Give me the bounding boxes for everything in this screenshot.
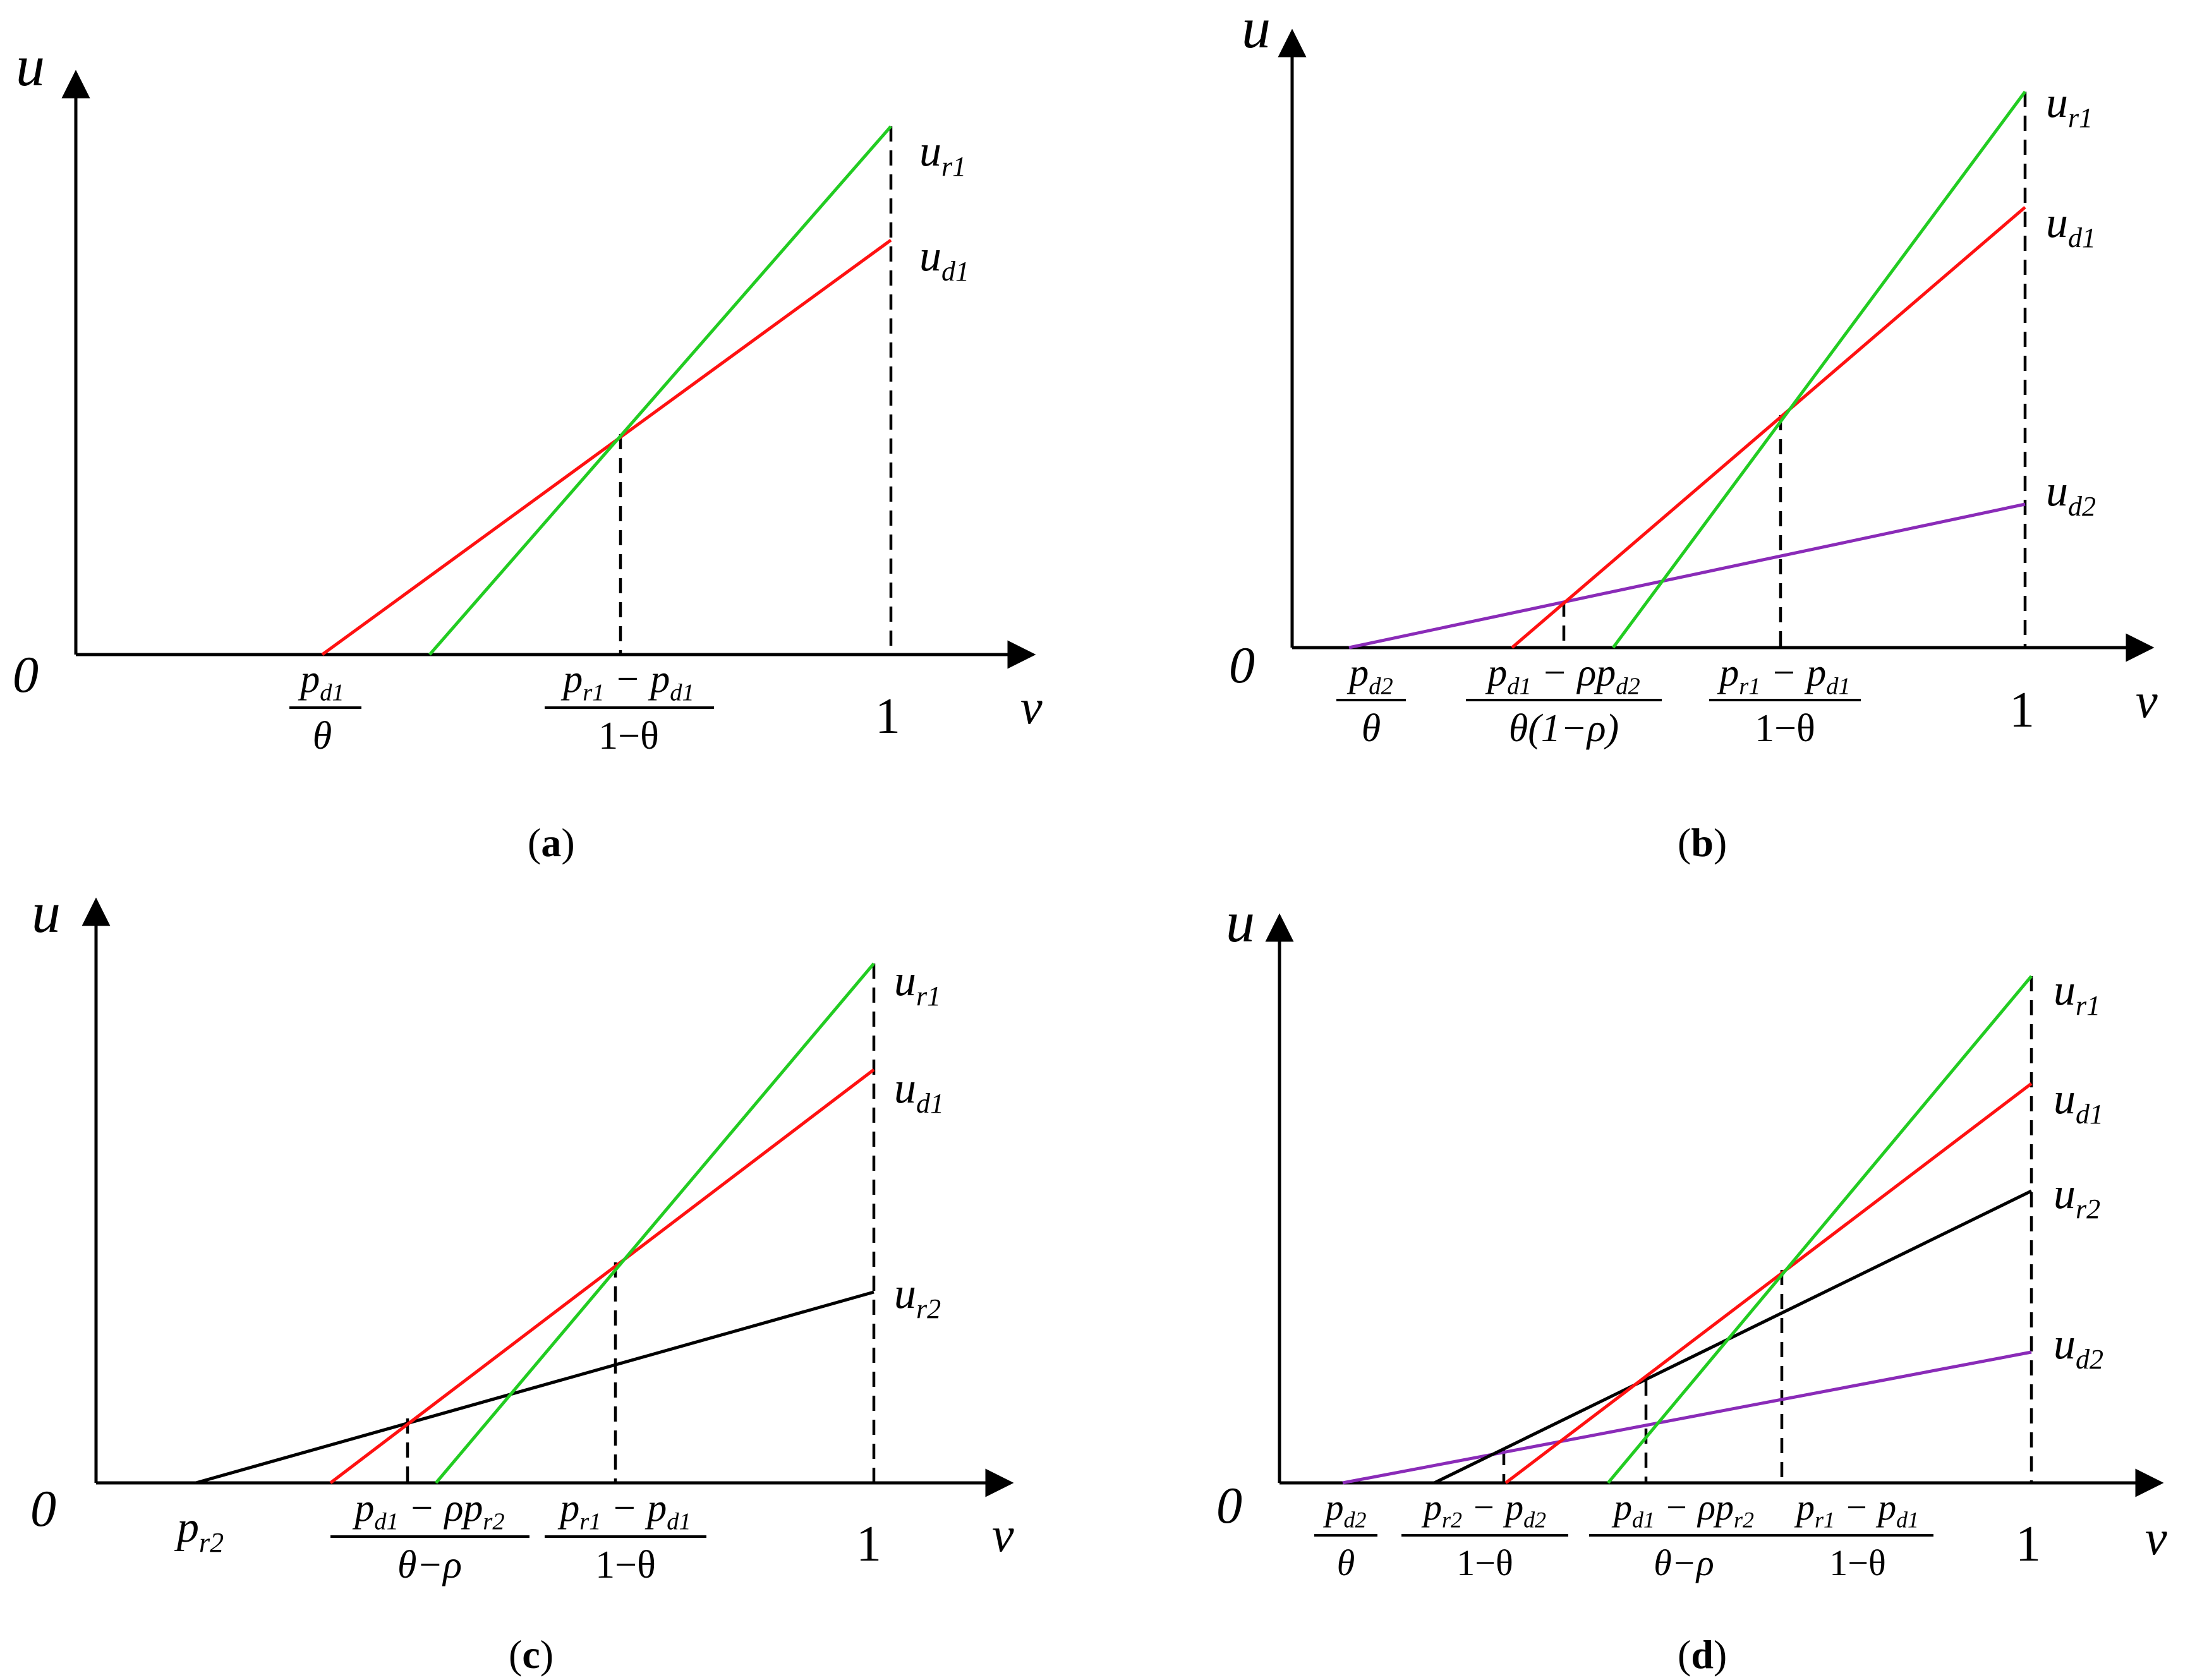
panel-b-axis-x-label: v [2136, 673, 2158, 728]
panel-b-one-label: 1 [2009, 682, 2035, 738]
panel-c-ud1-label: ud1 [894, 1064, 944, 1119]
panel-c-caption: (c) [509, 1632, 554, 1677]
panel-a-line-ur1 [428, 125, 892, 656]
panel-c-origin-label: 0 [30, 1480, 56, 1537]
panel-d-tick-pd2-theta: pd2 θ [1314, 1487, 1377, 1583]
panel-a-axis-y-label: u [16, 33, 45, 98]
panel-a-ud1-label: ud1 [919, 232, 969, 287]
panel-a-caption: (a) [528, 820, 575, 865]
panel-b-tick-pr1-minus-pd1: pr1 − pd1 1−θ [1709, 651, 1861, 750]
panel-d-tick-pd1-rho-pr2: pd1 − ρpr2 θ−ρ [1589, 1487, 1779, 1583]
panel-b-tick-pd2-theta: pd2 θ [1336, 651, 1406, 750]
panel-d-origin-label: 0 [1216, 1477, 1242, 1534]
panel-c: u v 0 1 ur1 ud1 ur2 pr2 pd1 − ρpr2 θ−ρ p… [30, 880, 1014, 1677]
panel-d-line-ur2 [1433, 1189, 2033, 1485]
panel-b-axis-y-label: u [1242, 0, 1271, 60]
panel-b-caption: (b) [1678, 820, 1727, 865]
panel-d-axis-y-label: u [1226, 890, 1255, 954]
panel-a-tick-pd1-theta: pd1 θ [289, 658, 361, 758]
panel-d-axis-x-label: v [2145, 1510, 2167, 1565]
panel-b-ud1-label: ud1 [2046, 198, 2096, 253]
panel-b-line-ud1 [1511, 206, 2026, 649]
panel-c-line-ur2 [195, 1290, 874, 1485]
panel-b-line-ur1 [1611, 90, 2027, 649]
panel-c-axis-x-label: v [992, 1507, 1014, 1562]
panel-a: u v 0 1 ur1 ud1 pd1 θ pr1 − pd1 1−θ (a) [13, 33, 1043, 865]
panel-c-line-ur1 [435, 962, 875, 1484]
panel-d-line-ud1 [1504, 1082, 2033, 1484]
panel-d-tick-pr1-minus-pd1: pr1 − pd1 1−θ [1779, 1487, 1933, 1583]
panel-c-line-ud1 [329, 1068, 875, 1484]
panel-b-tick-pd1-rho-pd2: pd1 − ρpd2 θ(1−ρ) [1466, 651, 1662, 750]
panel-c-tick-pr1-minus-pd1: pr1 − pd1 1−θ [545, 1487, 706, 1586]
panel-d-ud1-label: ud1 [2054, 1075, 2103, 1130]
panel-a-line-ud1 [321, 238, 892, 656]
panel-c-tick-pr2: pr2 [174, 1503, 224, 1558]
panel-d-ur1-label: ur1 [2054, 966, 2100, 1021]
panel-a-tick-pr1-minus-pd1: pr1 − pd1 1−θ [545, 658, 714, 758]
panel-d-one-label: 1 [2016, 1516, 2041, 1572]
panel-b-line-ud2 [1348, 502, 2026, 650]
panel-d-ud2-label: ud2 [2054, 1320, 2103, 1375]
panel-d-line-ur1 [1607, 975, 2033, 1484]
panel-a-one-label: 1 [875, 689, 900, 744]
panel-d-tick-pr2-minus-pd2: pr2 − pd2 1−θ [1401, 1487, 1568, 1583]
panel-c-ur1-label: ur1 [894, 957, 941, 1012]
panel-c-axis-y-label: u [32, 880, 61, 945]
panel-a-axis-x-label: v [1020, 679, 1043, 734]
panel-b-origin-label: 0 [1229, 636, 1255, 694]
panel-c-tick-pd1-rho-pr2: pd1 − ρpr2 θ−ρ [330, 1487, 529, 1586]
panel-c-one-label: 1 [856, 1516, 881, 1572]
panel-a-origin-label: 0 [13, 646, 39, 703]
panel-b-ur1-label: ur1 [2046, 78, 2093, 133]
panel-d-line-ud2 [1342, 1350, 2032, 1485]
panel-a-ur1-label: ur1 [919, 127, 966, 182]
panel-d-ur2-label: ur2 [2054, 1169, 2100, 1224]
panel-d-caption: (d) [1678, 1632, 1727, 1677]
panel-b-ud2-label: ud2 [2046, 467, 2096, 522]
panel-d: u v 0 1 ur1 ud1 ur2 ud2 pd2 θ pr2 − pd2 … [1216, 890, 2167, 1677]
panel-b: u v 0 1 ur1 ud1 ud2 pd2 θ pd1 − ρpd2 θ(1… [1229, 0, 2158, 865]
panel-c-ur2-label: ur2 [894, 1269, 941, 1324]
